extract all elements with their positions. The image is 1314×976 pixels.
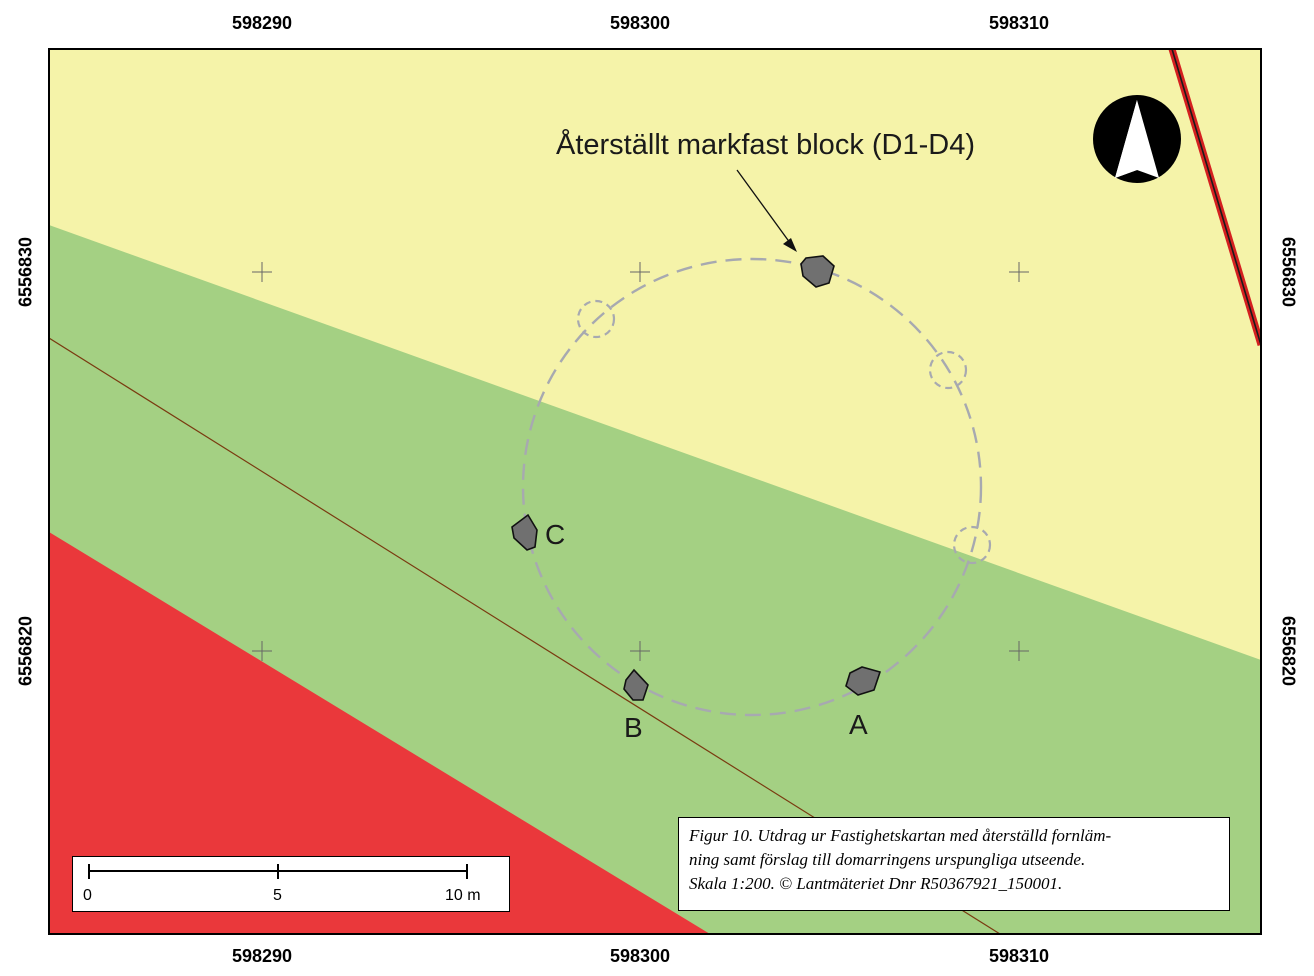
coord-right-2: 6556820 (1278, 615, 1299, 687)
annotation-arrowhead (783, 238, 797, 252)
coord-bottom-3: 598310 (988, 946, 1050, 966)
north-arrow-icon (1093, 95, 1181, 183)
figure-caption: Figur 10. Utdrag ur Fastighetskartan med… (678, 817, 1230, 911)
stone-d1-d4 (800, 255, 835, 288)
coord-bottom-1: 598290 (231, 946, 293, 966)
stone-label-b: B (624, 712, 643, 743)
coord-top-2: 598300 (609, 13, 671, 33)
coord-right-1: 6556830 (1278, 236, 1299, 308)
stones (511, 255, 882, 701)
stone-a (845, 666, 882, 696)
annotation-label: Återställt markfast block (D1-D4) (556, 128, 975, 161)
scale-tick-5: 5 (273, 887, 282, 904)
grid-crosses (252, 262, 1029, 661)
stone-b (623, 668, 649, 701)
stone-label-c: C (545, 519, 565, 550)
coord-left-1: 6556830 (15, 236, 36, 308)
stone-label-a: A (849, 709, 868, 740)
map-border (48, 48, 1262, 935)
stone-ring-reconstruction (521, 257, 983, 717)
stone-c (511, 513, 538, 551)
coord-bottom-2: 598300 (609, 946, 671, 966)
scale-bar: 0 5 10 m (72, 856, 510, 912)
caption-line-1: Figur 10. Utdrag ur Fastighetskartan med… (689, 826, 1112, 845)
zone-red (49, 532, 710, 934)
caption-line-3: Skala 1:200. © Lantmäteriet Dnr R5036792… (689, 874, 1063, 893)
road-centerline (1171, 49, 1261, 346)
coord-top-1: 598290 (231, 13, 293, 33)
scale-tick-10: 10 m (445, 887, 481, 904)
missing-stone-markers (576, 299, 992, 565)
caption-line-2: ning samt förslag till domarringens ursp… (689, 850, 1086, 869)
scale-tick-0: 0 (83, 887, 92, 904)
coord-top-3: 598310 (988, 13, 1050, 33)
annotation-arrow (736, 169, 794, 248)
coord-left-2: 6556820 (15, 615, 36, 687)
